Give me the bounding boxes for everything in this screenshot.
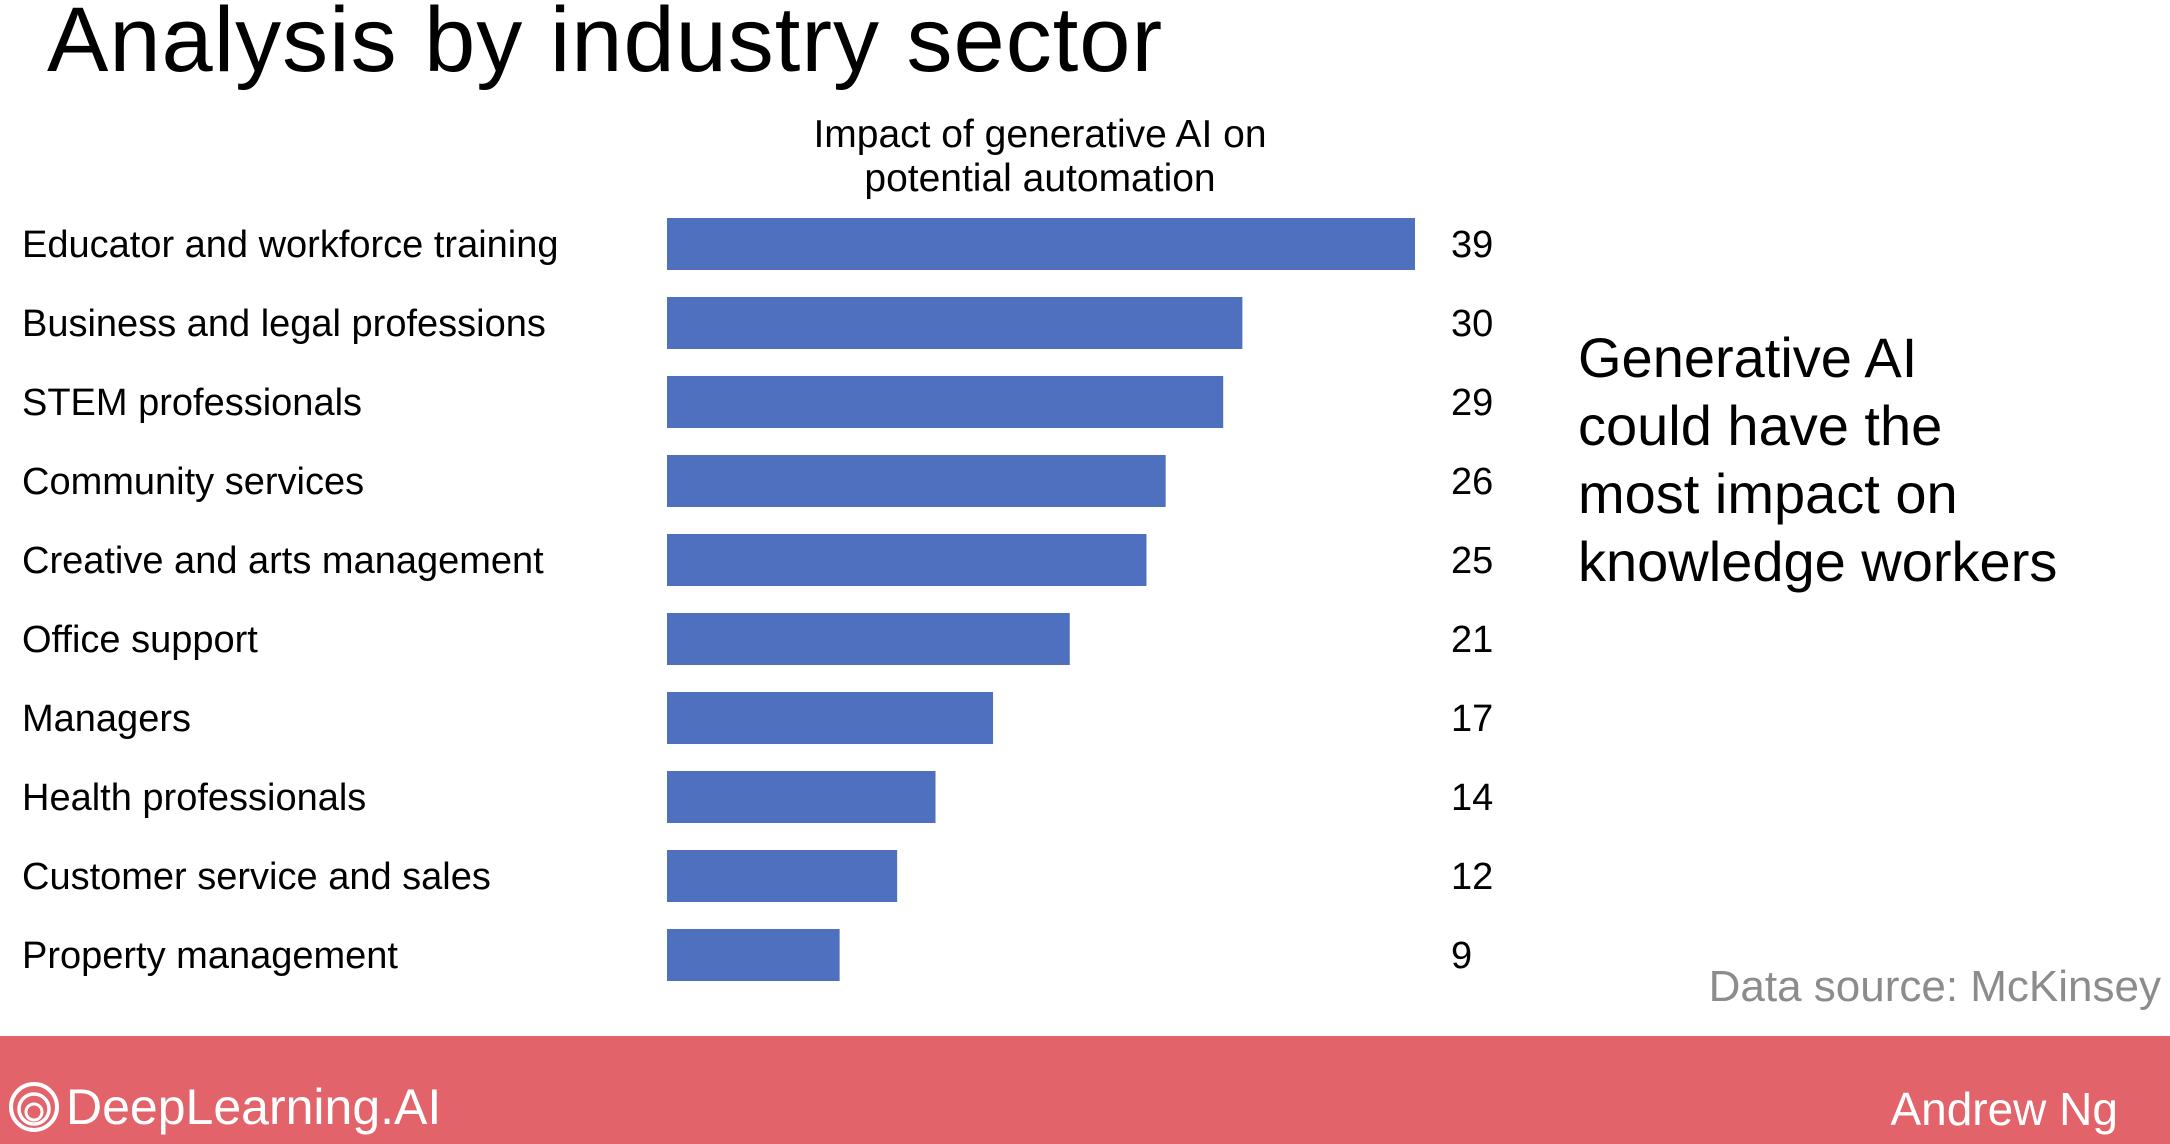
bar bbox=[667, 455, 1166, 507]
bar-value-label: 12 bbox=[1451, 856, 1493, 898]
bar bbox=[667, 929, 840, 981]
footer-band bbox=[0, 1036, 2170, 1144]
bar bbox=[667, 771, 936, 823]
bar-chart: Educator and workforce training 39 Busines… bbox=[22, 218, 1493, 981]
bar bbox=[667, 692, 994, 744]
category-label: STEM professionals bbox=[22, 382, 362, 424]
bar-value-label: 30 bbox=[1451, 303, 1493, 345]
deeplearning-ai-logo-icon bbox=[9, 1082, 59, 1132]
slide-title: Analysis by industry sector bbox=[47, 0, 1164, 91]
bar-value-label: 26 bbox=[1451, 461, 1493, 503]
category-label: Property management bbox=[22, 935, 398, 977]
deeplearning-ai-logo: DeepLearning.AI bbox=[8, 1078, 441, 1136]
bar bbox=[667, 376, 1224, 428]
category-label: Office support bbox=[22, 619, 258, 661]
category-label: Creative and arts management bbox=[22, 540, 544, 582]
bar-value-label: 21 bbox=[1451, 619, 1493, 661]
chart-title: Impact of generative AI on potential aut… bbox=[813, 113, 1267, 200]
logo-text: DeepLearning.AI bbox=[66, 1079, 442, 1135]
author-name: Andrew Ng bbox=[1890, 1083, 2118, 1135]
takeaway-text: Generative AI could have the most impact… bbox=[1578, 326, 2058, 593]
category-label: Community services bbox=[22, 461, 364, 503]
category-label: Managers bbox=[22, 698, 191, 740]
bar-value-label: 25 bbox=[1451, 540, 1493, 582]
bar-value-label: 39 bbox=[1451, 224, 1493, 266]
bar bbox=[667, 850, 898, 902]
bar-value-label: 29 bbox=[1451, 382, 1493, 424]
bar bbox=[667, 218, 1415, 270]
data-source-note: Data source: McKinsey bbox=[1708, 962, 2161, 1011]
category-label: Educator and workforce training bbox=[22, 224, 559, 266]
category-label: Customer service and sales bbox=[22, 856, 491, 898]
category-label: Business and legal professions bbox=[22, 303, 546, 345]
bar bbox=[667, 534, 1147, 586]
bar-value-label: 14 bbox=[1451, 777, 1493, 819]
bar bbox=[667, 613, 1070, 665]
category-label: Health professionals bbox=[22, 777, 366, 819]
bar-value-label: 9 bbox=[1451, 935, 1472, 977]
bar bbox=[667, 297, 1243, 349]
bar-value-label: 17 bbox=[1451, 698, 1493, 740]
